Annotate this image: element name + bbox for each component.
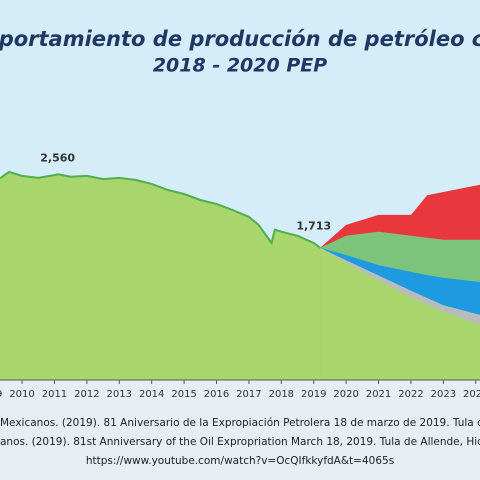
x-tick-label: 2023 <box>431 389 456 400</box>
x-tick-label: 2016 <box>204 389 229 400</box>
x-tick-label: 2017 <box>236 389 261 400</box>
x-tick-label: 2019 <box>301 389 326 400</box>
footer-background <box>0 380 480 480</box>
source-text: Mexicanos. (2019). 81 Aniversario de la … <box>0 417 480 429</box>
x-tick-label: 2010 <box>9 389 34 400</box>
source-text: anos. (2019). 81st Anniversary of the Oi… <box>0 436 480 448</box>
line <box>0 170 321 249</box>
plot-area <box>0 170 480 380</box>
x-tick-label: 2018 <box>269 389 294 400</box>
area <box>320 247 480 380</box>
area <box>0 171 321 380</box>
annotation: 2,560 <box>40 151 75 164</box>
source-text: https://www.youtube.com/watch?v=OcQIfkky… <box>86 455 394 467</box>
x-tick-label: 2015 <box>171 389 196 400</box>
x-tick-label: 2014 <box>139 389 164 400</box>
annotation: 1,713 <box>296 219 331 232</box>
chart-title: Comportamiento de producción de petróleo… <box>0 27 480 51</box>
chart-subtitle: 2018 - 2020 PEP <box>153 55 327 77</box>
x-tick-label: 2020 <box>333 389 358 400</box>
x-tick-label: 2022 <box>398 389 423 400</box>
x-tick-label: 2024 <box>463 389 480 400</box>
x-tick-label: 2009 <box>0 389 2 400</box>
x-tick-label: 2012 <box>74 389 99 400</box>
x-tick-label: 2013 <box>107 389 132 400</box>
x-tick-label: 2011 <box>42 389 67 400</box>
labels: 2009 2010 2011 2012 2013 2014 2015 2016 2017 2018… <box>0 151 480 467</box>
x-tick-label: 2021 <box>366 389 391 400</box>
